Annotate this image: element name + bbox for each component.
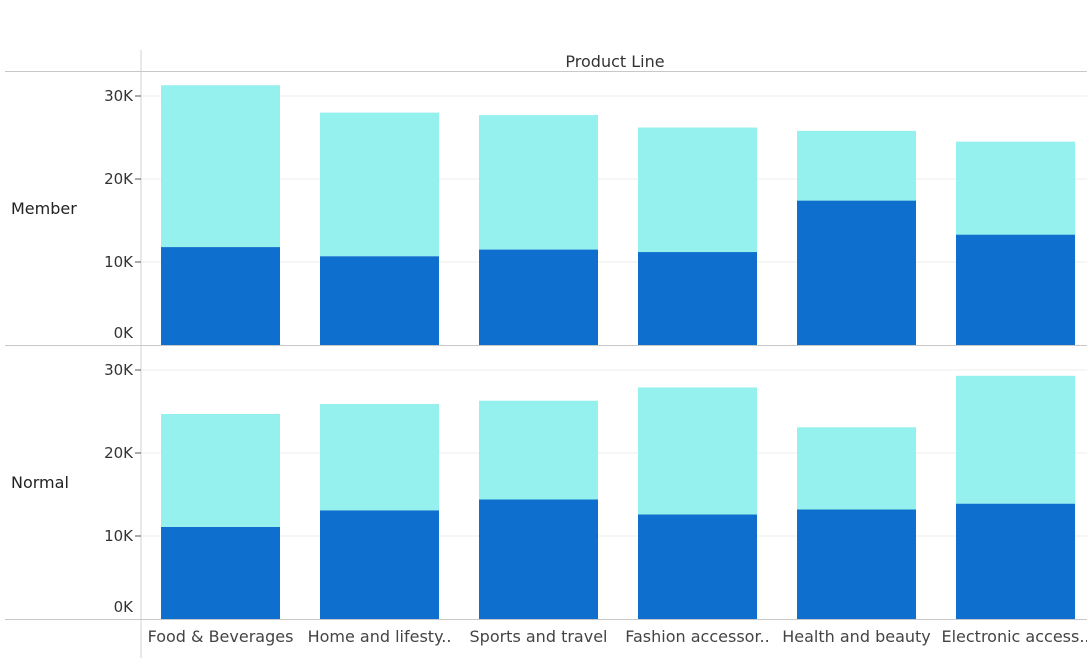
bar-normal-light (797, 427, 916, 510)
x-category-label: Sports and travel (470, 627, 608, 646)
x-category-label: Food & Beverages (148, 627, 294, 646)
bar-member-light (956, 141, 1075, 235)
x-category-label: Electronic access.. (941, 627, 1087, 646)
bar-normal-light (479, 400, 598, 500)
bar-member-light (797, 130, 916, 201)
y-tick-label: 0K (114, 324, 135, 342)
y-tick-label: 20K (104, 444, 134, 462)
bar-normal-dark (638, 514, 757, 619)
gridlines (141, 95, 1087, 537)
bar-member-dark (638, 252, 757, 345)
bar-normal-light (161, 413, 280, 527)
bar-normal-light (638, 387, 757, 515)
row-label-normal: Normal (11, 473, 69, 492)
x-category-label: Home and lifesty.. (308, 627, 452, 646)
bar-member-dark (320, 256, 439, 345)
x-category-label: Fashion accessor.. (625, 627, 769, 646)
bar-normal-dark (797, 509, 916, 619)
column-header: Product Line (565, 52, 664, 71)
y-tick-label: 20K (104, 170, 134, 188)
bar-member-dark (161, 247, 280, 345)
y-tick-label: 10K (104, 527, 134, 545)
bar-member-light (479, 115, 598, 250)
bar-normal-dark (161, 526, 280, 619)
bar-member-light (638, 127, 757, 253)
bar-member-dark (479, 249, 598, 345)
axes: Member 0K 10K 20K 30K Normal 0K 10K 20K 30K Food &… (11, 87, 1087, 646)
x-category-label: Health and beauty (782, 627, 931, 646)
bar-member-light (320, 112, 439, 257)
bars (161, 85, 1075, 619)
bar-member-dark (797, 200, 916, 345)
y-tick-label: 10K (104, 253, 134, 271)
bar-normal-dark (320, 510, 439, 619)
bar-normal-light (320, 404, 439, 511)
bar-member-dark (956, 234, 1075, 345)
y-tick-label: 30K (104, 87, 134, 105)
row-label-member: Member (11, 199, 77, 218)
chart-frame (5, 50, 1087, 658)
y-tick-label: 30K (104, 361, 134, 379)
bar-member-light (161, 85, 280, 248)
bar-normal-dark (956, 503, 1075, 619)
bar-normal-light (956, 375, 1075, 504)
bar-normal-dark (479, 499, 598, 619)
y-tick-label: 0K (114, 598, 135, 616)
